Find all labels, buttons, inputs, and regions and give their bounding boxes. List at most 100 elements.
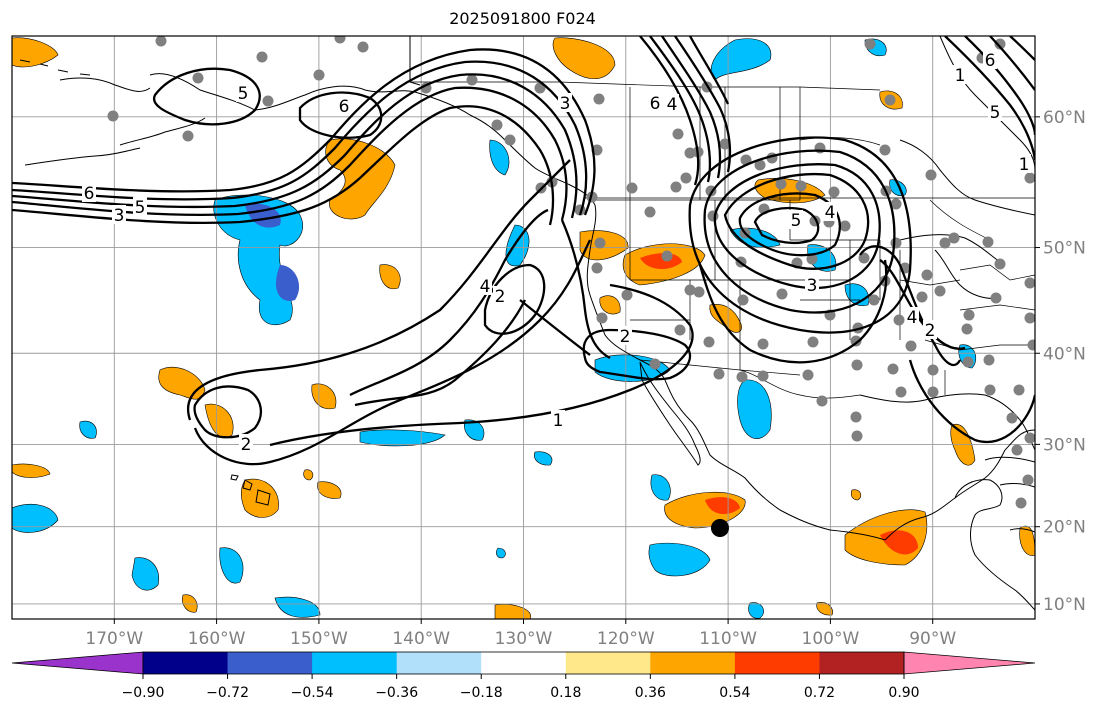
lat-label: 50°N: [1043, 239, 1086, 259]
station-marker: [684, 147, 696, 159]
colorbar-tick-label: 0.72: [804, 685, 835, 701]
colorbar-tick-label: 0.18: [550, 685, 581, 701]
station-marker: [626, 182, 638, 194]
contour-label-bg: [823, 202, 837, 221]
station-marker: [850, 411, 862, 423]
contour-label-bg: [551, 410, 565, 429]
station-marker: [594, 237, 606, 249]
station-marker: [256, 51, 268, 63]
station-marker: [990, 292, 1002, 304]
contour-label-bg: [665, 94, 679, 113]
station-marker: [994, 38, 1006, 50]
anomaly-patch: [599, 295, 621, 315]
station-marker: [816, 395, 828, 407]
station-marker: [737, 294, 749, 306]
station-marker: [491, 119, 503, 131]
station-marker: [754, 159, 766, 171]
anomaly-patch: [552, 37, 616, 80]
station-marker: [684, 284, 696, 296]
station-marker: [890, 237, 902, 249]
anomaly-patch: [219, 547, 244, 584]
contour-label: 2: [241, 435, 252, 455]
highlight-marker: [711, 519, 729, 537]
colorbar-segment: [565, 652, 651, 674]
anomaly-patch: [158, 366, 206, 400]
anomaly-patch: [650, 474, 671, 501]
station-marker: [963, 309, 975, 321]
anomaly-patch: [303, 469, 314, 481]
contour-label: 4: [825, 203, 836, 223]
contour-label: 3: [807, 276, 818, 296]
station-marker: [593, 93, 605, 105]
anomaly-patch: [79, 420, 97, 439]
station-marker: [672, 128, 684, 140]
contour-label-bg: [337, 96, 351, 115]
colorbar-segment: [819, 652, 905, 674]
anomaly-patch: [12, 37, 59, 68]
contour-label: 6: [84, 184, 95, 204]
station-marker: [674, 324, 686, 336]
station-marker: [776, 288, 788, 300]
station-marker: [927, 364, 939, 376]
anomaly-patch: [534, 451, 553, 466]
anomaly-patch: [737, 379, 772, 439]
station-marker: [736, 371, 748, 383]
anomaly-shading: [12, 37, 1035, 619]
lon-label: 100°W: [802, 629, 860, 649]
contour-label-bg: [236, 83, 250, 102]
station-marker: [927, 386, 939, 398]
station-marker: [851, 430, 863, 442]
contour-label-bg: [648, 93, 662, 112]
station-marker: [182, 130, 194, 142]
colorbar-extend-low: [11, 651, 144, 675]
station-marker: [850, 335, 862, 347]
longitude-labels: 170°W 160°W 150°W 140°W 130°W 120°W 110°W 100°W…: [85, 629, 956, 649]
contour-label: 2: [620, 327, 631, 347]
contour-label-bg: [239, 434, 253, 453]
contour-label-bg: [618, 326, 632, 345]
contour-label: 6: [650, 94, 661, 114]
station-marker: [1015, 497, 1027, 509]
contour-label: 2: [925, 321, 936, 341]
station-marker: [851, 359, 863, 371]
station-marker: [504, 134, 516, 146]
colorbar-segment: [143, 652, 229, 674]
contour-label-bg: [953, 65, 967, 84]
station-marker: [757, 338, 769, 350]
contour-label: 6: [339, 97, 350, 117]
contour-label: 5: [238, 84, 249, 104]
colorbar-segment: [312, 652, 398, 674]
station-marker: [313, 69, 325, 81]
contour-label: 4: [667, 95, 678, 115]
colorbar: [11, 651, 1036, 675]
station-marker: [879, 144, 891, 156]
station-marker: [680, 172, 692, 184]
anomaly-patch: [489, 139, 510, 176]
contour-label-bg: [923, 320, 937, 339]
station-marker: [806, 253, 818, 265]
lon-label: 150°W: [290, 629, 348, 649]
colorbar-tick-label: −0.36: [375, 685, 418, 701]
anomaly-patch: [850, 489, 862, 501]
station-marker: [262, 95, 274, 107]
anomaly-patch: [648, 542, 711, 577]
anomaly-patch: [359, 429, 446, 447]
lon-label: 90°W: [909, 629, 956, 649]
colorbar-segment: [396, 652, 482, 674]
latitude-labels: 60°N 50°N 40°N 30°N 20°N 10°N: [1043, 108, 1086, 615]
station-marker: [1011, 444, 1023, 456]
lat-label: 40°N: [1043, 344, 1086, 364]
station-marker: [192, 72, 204, 84]
station-marker: [357, 41, 369, 53]
contour-label: 1: [553, 411, 564, 431]
colorbar-segment: [734, 652, 820, 674]
station-marker: [961, 323, 973, 335]
contour-label: 4: [907, 308, 918, 328]
colorbar-outline: [142, 651, 905, 675]
station-marker: [334, 36, 346, 44]
station-marker: [864, 38, 876, 50]
anomaly-patch: [496, 547, 506, 559]
station-marker: [466, 74, 478, 86]
lon-label: 160°W: [188, 629, 246, 649]
station-marker: [693, 286, 705, 298]
